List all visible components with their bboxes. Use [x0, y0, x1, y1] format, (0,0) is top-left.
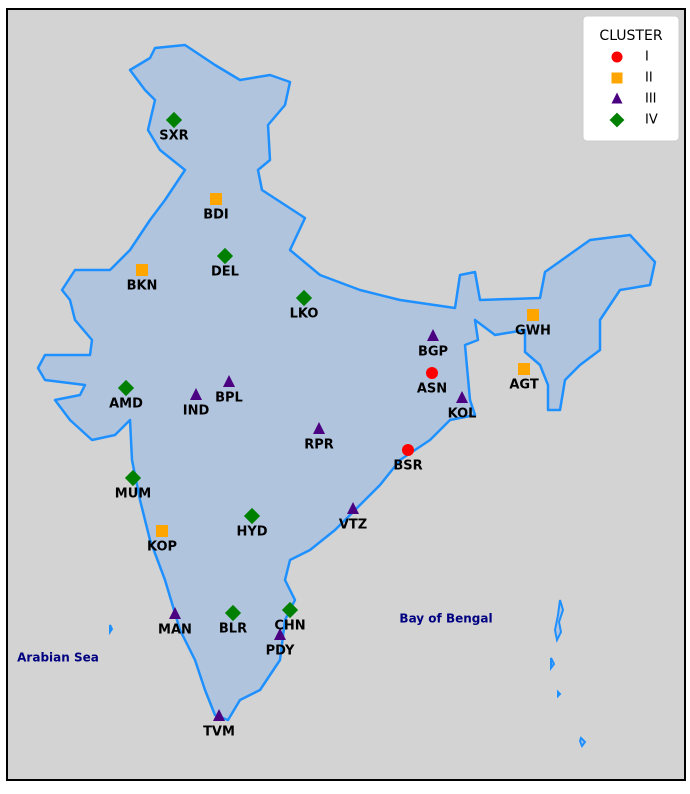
station-label: LKO [290, 307, 319, 322]
station-marker [223, 375, 235, 387]
legend-marker [611, 92, 623, 104]
station-marker [295, 289, 313, 307]
station-label: VTZ [339, 518, 367, 533]
legend-box [582, 15, 680, 142]
station-label: AMD [109, 397, 143, 412]
station-marker [117, 379, 135, 397]
station-label: ASN [417, 382, 447, 397]
station-marker [402, 444, 414, 456]
islands [109, 599, 587, 749]
station-marker [210, 193, 222, 205]
station-marker [136, 264, 148, 276]
station-marker [169, 607, 181, 619]
station-marker [216, 247, 234, 265]
station-label: TVM [203, 725, 235, 740]
legend-label: II [645, 71, 653, 86]
legend-title: CLUSTER [599, 28, 662, 44]
legend-marker [611, 51, 623, 63]
station-label: KOL [448, 407, 477, 422]
station-label: BDI [203, 208, 229, 223]
station-label: MUM [115, 487, 151, 502]
legend-label: IV [645, 113, 658, 128]
station-label: DEL [211, 265, 239, 280]
station-marker [243, 507, 261, 525]
station-label: HYD [236, 525, 267, 540]
station-marker [426, 367, 438, 379]
legend: CLUSTER [582, 15, 680, 142]
station-marker [224, 604, 242, 622]
legend-label: I [645, 50, 649, 65]
station-marker [165, 111, 183, 129]
station-marker [313, 422, 325, 434]
station-label: IND [183, 404, 210, 419]
station-label: CHN [274, 619, 305, 634]
station-label: GWH [515, 324, 551, 339]
station-label: AGT [509, 378, 539, 393]
station-label: BGP [418, 345, 448, 360]
sea-label: Arabian Sea [17, 651, 99, 665]
station-label: RPR [304, 438, 334, 453]
station-marker [518, 363, 530, 375]
station-marker [156, 525, 168, 537]
station-marker [456, 391, 468, 403]
station-marker [347, 502, 359, 514]
station-label: BLR [219, 622, 247, 637]
station-label: SXR [159, 129, 188, 144]
station-label: MAN [158, 623, 192, 638]
station-marker [527, 309, 539, 321]
station-marker [190, 388, 202, 400]
legend-label: III [645, 92, 657, 107]
station-marker [274, 628, 286, 640]
station-label: BKN [127, 279, 158, 294]
station-label: BPL [215, 391, 243, 406]
station-label: PDY [266, 644, 295, 659]
legend-marker [611, 72, 623, 84]
station-marker [427, 329, 439, 341]
station-marker [281, 601, 299, 619]
station-label: KOP [147, 540, 177, 555]
legend-marker [609, 112, 625, 128]
station-marker [124, 469, 142, 487]
station-label: BSR [393, 459, 422, 474]
sea-label: Bay of Bengal [399, 612, 492, 626]
station-marker [213, 709, 225, 721]
